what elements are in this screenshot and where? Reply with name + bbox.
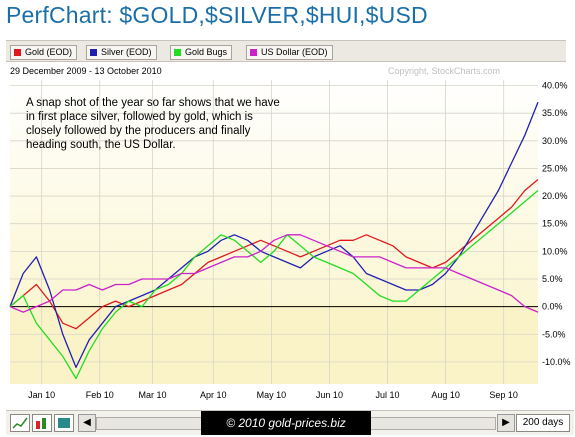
- chart-title: PerfChart: $GOLD,$SILVER,$HUI,$USD: [6, 2, 428, 28]
- annotation-line-3: closely followed by the producers and fi…: [26, 125, 251, 137]
- y-tick-label: 40.0%: [542, 81, 568, 91]
- legend-item-silver[interactable]: Silver (EOD): [86, 45, 157, 60]
- copyright: Copyright, StockCharts.com: [388, 66, 500, 76]
- y-tick-label: 0.0%: [542, 302, 563, 312]
- legend-label-gold-bugs: Gold Bugs: [185, 47, 228, 57]
- series-line-gold-eod: [9, 179, 539, 330]
- legend-label-gold: Gold (EOD): [25, 47, 73, 57]
- x-tick-label: Jun 10: [316, 390, 343, 400]
- x-tick-label: Jan 10: [28, 390, 55, 400]
- grid-lines: [10, 80, 538, 384]
- y-tick-label: 20.0%: [542, 191, 568, 201]
- y-tick-label: -5.0%: [542, 329, 566, 339]
- series-line-silver-eod: [9, 101, 539, 369]
- legend-label-us-dollar: US Dollar (EOD): [261, 47, 328, 57]
- scroll-right-button[interactable]: ▶: [497, 414, 515, 432]
- y-axis-ticks: -10.0% -5.0% 0.0% 5.0% 10.0% 15.0% 20.0% 25.0% 3…: [542, 81, 571, 367]
- y-tick-label: 35.0%: [542, 108, 568, 118]
- x-axis-ticks: Jan 10 Feb 10 Mar 10 Apr 10 May 10 Jun 10 Jul …: [28, 390, 518, 400]
- color-box-tool-icon[interactable]: [54, 414, 74, 432]
- y-tick-label: 25.0%: [542, 163, 568, 173]
- legend-item-gold[interactable]: Gold (EOD): [10, 45, 78, 60]
- x-tick-label: Jul 10: [376, 390, 400, 400]
- x-tick-label: Mar 10: [139, 390, 167, 400]
- x-tick-label: Apr 10: [200, 390, 227, 400]
- legend-item-gold-bugs[interactable]: Gold Bugs: [170, 45, 233, 60]
- annotation: A snap shot of the year so far shows tha…: [26, 97, 280, 151]
- series-line-us-dollar-eod: [9, 234, 539, 313]
- legend-swatch-us-dollar: [250, 49, 257, 56]
- x-tick-label: Aug 10: [431, 390, 460, 400]
- x-tick-label: Feb 10: [86, 390, 114, 400]
- annotation-line-1: A snap shot of the year so far shows tha…: [26, 97, 280, 109]
- legend-swatch-silver: [90, 49, 97, 56]
- x-tick-label: Sep 10: [489, 390, 518, 400]
- perf-chart: -10.0% -5.0% 0.0% 5.0% 10.0% 15.0% 20.0% 25.0% 3…: [9, 66, 571, 400]
- series-layer: [9, 101, 539, 380]
- legend-swatch-gold: [14, 49, 21, 56]
- y-tick-label: -10.0%: [542, 357, 571, 367]
- series-line-gold-bugs: [9, 190, 539, 380]
- plot-background-negative: [10, 306, 538, 384]
- y-tick-label: 30.0%: [542, 136, 568, 146]
- y-tick-label: 5.0%: [542, 274, 563, 284]
- line-chart-tool-icon[interactable]: [10, 414, 30, 432]
- y-tick-label: 10.0%: [542, 246, 568, 256]
- caption-banner: © 2010 gold-prices.biz: [201, 411, 371, 435]
- bottom-toolbar: ◀ © 2010 gold-prices.biz ▶ 200 days: [6, 410, 574, 435]
- scroll-left-button[interactable]: ◀: [78, 414, 96, 432]
- annotation-line-4: heading south, the US Dollar.: [26, 139, 176, 151]
- chart-area: -10.0% -5.0% 0.0% 5.0% 10.0% 15.0% 20.0% 25.0% 3…: [6, 62, 575, 410]
- legend-bar: Gold (EOD) Silver (EOD) Gold Bugs US Dol…: [6, 40, 566, 62]
- legend-swatch-gold-bugs: [174, 49, 181, 56]
- y-tick-label: 15.0%: [542, 219, 568, 229]
- legend-item-us-dollar[interactable]: US Dollar (EOD): [246, 45, 333, 60]
- date-range: 29 December 2009 - 13 October 2010: [10, 66, 162, 76]
- annotation-line-2: in first place silver, followed by gold,…: [26, 111, 253, 123]
- bar-chart-tool-icon[interactable]: [32, 414, 52, 432]
- x-tick-label: May 10: [257, 390, 287, 400]
- legend-label-silver: Silver (EOD): [101, 47, 152, 57]
- days-selector[interactable]: 200 days: [516, 414, 570, 432]
